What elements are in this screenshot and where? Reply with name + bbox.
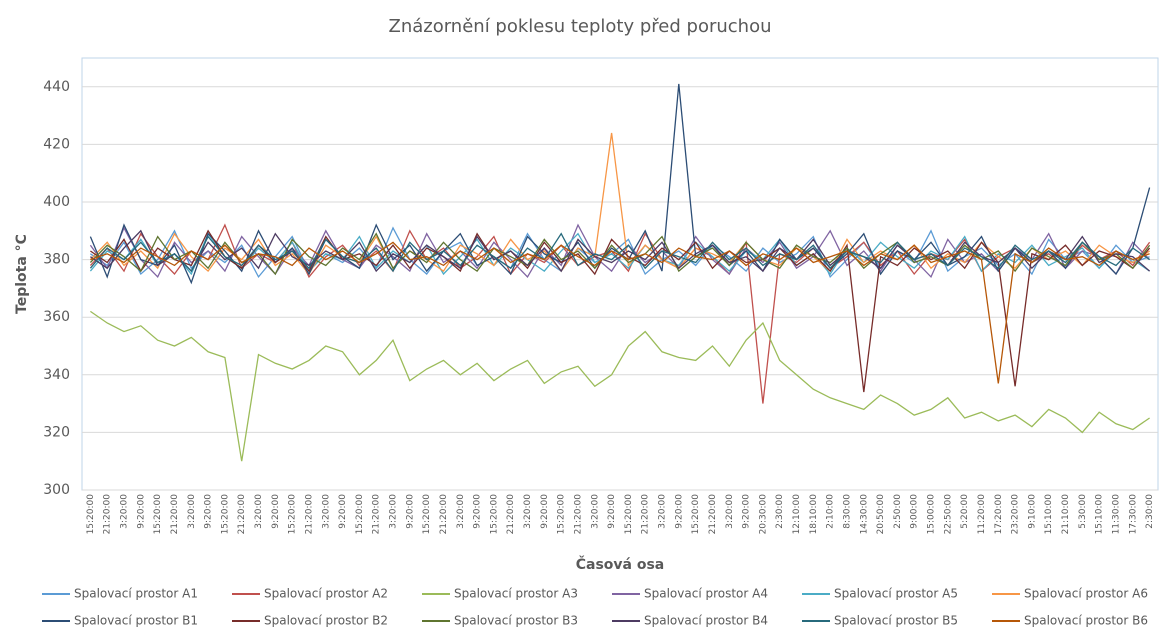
x-tick-label: 9:00:00 <box>910 494 920 529</box>
x-tick-label: 3:20:00 <box>254 494 264 529</box>
x-tick-label: 9:20:00 <box>338 494 348 529</box>
y-tick-label: 440 <box>43 79 70 95</box>
y-tick-label: 340 <box>43 367 70 383</box>
x-tick-label: 15:20:00 <box>624 494 634 535</box>
x-tick-label: 2:10:00 <box>826 494 836 529</box>
x-tick-label: 21:20:00 <box>506 494 516 535</box>
x-tick-label: 21:20:00 <box>170 494 180 535</box>
x-tick-label: 15:10:00 <box>1044 494 1054 535</box>
x-tick-label: 9:20:00 <box>607 494 617 529</box>
legend-label: Spalovací prostor A2 <box>264 587 388 601</box>
chart-title: Znázornění poklesu teploty před poruchou <box>388 16 771 37</box>
series-line <box>90 310 1150 462</box>
x-tick-label: 3:20:00 <box>523 494 533 529</box>
x-tick-label: 22:50:00 <box>943 494 953 535</box>
x-tick-label: 9:20:00 <box>473 494 483 529</box>
x-tick-label: 11:30:00 <box>1111 494 1121 535</box>
y-tick-label: 320 <box>43 424 70 440</box>
x-tick-label: 5:20:00 <box>960 494 970 529</box>
series-line <box>89 232 1150 273</box>
y-tick-label: 300 <box>43 482 70 498</box>
x-tick-label: 15:10:00 <box>1095 494 1105 535</box>
x-tick-label: 3:20:00 <box>658 494 668 529</box>
x-tick-label: 15:20:00 <box>355 494 365 535</box>
x-tick-label: 15:20:00 <box>489 494 499 535</box>
x-tick-label: 3:20:00 <box>187 494 197 529</box>
x-tick-label: 3:20:00 <box>456 494 466 529</box>
x-tick-label: 14:30:00 <box>859 494 869 535</box>
x-tick-label: 23:20:00 <box>1011 494 1021 535</box>
x-tick-label: 21:20:00 <box>372 494 382 535</box>
x-tick-label: 21:20:00 <box>103 494 113 535</box>
legend-label: Spalovací prostor B1 <box>74 614 198 628</box>
legend-label: Spalovací prostor A5 <box>834 587 958 601</box>
legend-label: Spalovací prostor B2 <box>264 614 388 628</box>
legend-label: Spalovací prostor A6 <box>1024 587 1148 601</box>
x-tick-label: 8:30:00 <box>842 494 852 529</box>
plot-frame <box>81 57 1159 491</box>
x-tick-label: 21:20:00 <box>237 494 247 535</box>
x-tick-label: 21:10:00 <box>1061 494 1071 535</box>
x-tick-label: 9:20:00 <box>136 494 146 529</box>
x-tick-label: 21:20:00 <box>439 494 449 535</box>
x-tick-label: 3:20:00 <box>321 494 331 529</box>
x-tick-label: 9:20:00 <box>204 494 214 529</box>
x-tick-label: 17:20:00 <box>994 494 1004 535</box>
x-tick-label: 5:30:00 <box>1078 494 1088 529</box>
y-tick-label: 420 <box>43 136 70 152</box>
legend-label: Spalovací prostor A3 <box>454 587 578 601</box>
x-tick-label: 3:20:00 <box>725 494 735 529</box>
x-tick-label: 3:20:00 <box>590 494 600 529</box>
x-tick-label: 15:20:00 <box>557 494 567 535</box>
legend-label: Spalovací prostor B5 <box>834 614 958 628</box>
x-tick-label: 3:20:00 <box>389 494 399 529</box>
x-tick-label: 21:20:00 <box>641 494 651 535</box>
x-tick-label: 9:20:00 <box>271 494 281 529</box>
legend-label: Spalovací prostor B4 <box>644 614 768 628</box>
x-tick-label: 9:20:00 <box>674 494 684 529</box>
x-tick-label: 11:20:00 <box>977 494 987 535</box>
y-tick-label: 380 <box>43 252 70 268</box>
legend-label: Spalovací prostor B6 <box>1024 614 1148 628</box>
series-line <box>89 223 1151 279</box>
x-tick-label: 9:10:00 <box>1027 494 1037 529</box>
y-tick-label: 360 <box>43 309 70 325</box>
y-axis-label: Teplota °C <box>14 234 30 314</box>
legend-label: Spalovací prostor B3 <box>454 614 578 628</box>
legend-label: Spalovací prostor A1 <box>74 587 198 601</box>
x-tick-label: 2:30:00 <box>775 494 785 529</box>
x-tick-label: 9:20:00 <box>405 494 415 529</box>
x-tick-label: 20:30:00 <box>758 494 768 535</box>
x-tick-label: 2:30:00 <box>1145 494 1155 529</box>
x-axis-label: Časová osa <box>576 555 665 573</box>
x-tick-label: 12:10:00 <box>792 494 802 535</box>
x-tick-label: 15:20:00 <box>422 494 432 535</box>
y-tick-label: 400 <box>43 194 70 210</box>
x-tick-label: 21:20:00 <box>708 494 718 535</box>
x-tick-label: 15:20:00 <box>86 494 96 535</box>
series-line <box>90 229 1151 273</box>
legend-label: Spalovací prostor A4 <box>644 587 768 601</box>
x-tick-label: 21:20:00 <box>304 494 314 535</box>
x-tick-label: 15:20:00 <box>288 494 298 535</box>
series-line <box>90 241 1150 384</box>
x-tick-label: 21:20:00 <box>573 494 583 535</box>
x-tick-label: 17:30:00 <box>1128 494 1138 535</box>
x-tick-label: 9:20:00 <box>540 494 550 529</box>
x-tick-label: 9:20:00 <box>742 494 752 529</box>
x-tick-label: 18:10:00 <box>809 494 819 535</box>
x-tick-label: 2:50:00 <box>893 494 903 529</box>
x-tick-label: 15:20:00 <box>153 494 163 535</box>
x-tick-label: 20:50:00 <box>876 494 886 535</box>
x-tick-label: 15:20:00 <box>220 494 230 535</box>
x-tick-label: 15:00:00 <box>927 494 937 535</box>
x-tick-label: 3:20:00 <box>120 494 130 529</box>
x-tick-label: 15:20:00 <box>691 494 701 535</box>
